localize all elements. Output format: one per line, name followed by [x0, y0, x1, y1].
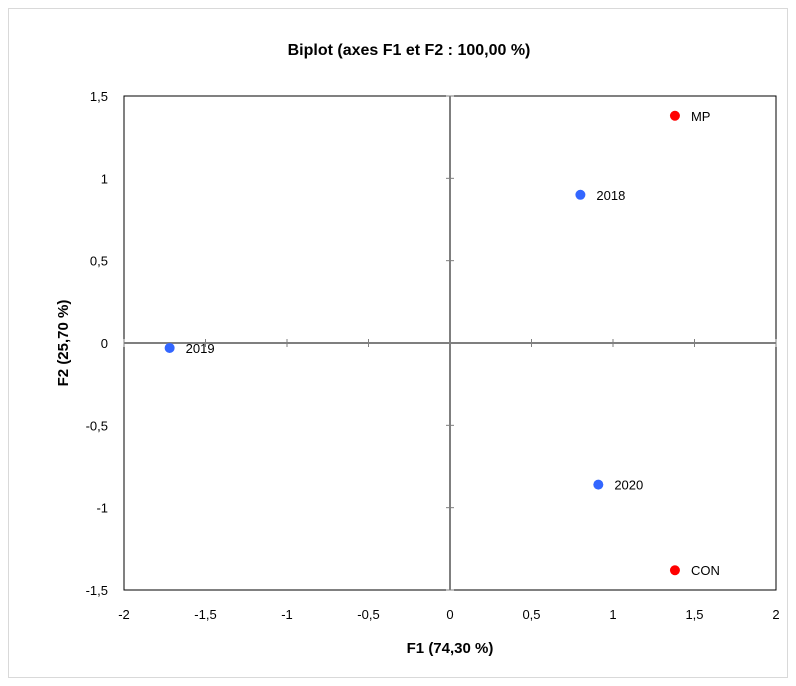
- x-tick-label: 2: [772, 607, 779, 622]
- y-tick-labels: -1,5 -1 -0,5 0 0,5 1 1,5: [86, 89, 108, 598]
- point-label: 2020: [614, 478, 643, 493]
- x-tick-label: 0: [446, 607, 453, 622]
- data-points: 2018 2019 2020 MP CON: [164, 109, 720, 578]
- data-point: [575, 189, 586, 200]
- data-point: [669, 110, 680, 121]
- y-tick-label: 1: [101, 171, 108, 186]
- axes-group: [123, 95, 777, 591]
- y-tick-label: 0,5: [90, 254, 108, 269]
- x-tick-label: -2: [118, 607, 130, 622]
- x-axis-title: F1 (74,30 %): [407, 640, 494, 657]
- chart-title: Biplot (axes F1 et F2 : 100,00 %): [288, 42, 531, 59]
- x-tick-labels: -2 -1,5 -1 -0,5 0 0,5 1 1,5 2: [118, 607, 779, 622]
- data-point: [593, 479, 604, 490]
- point-label: CON: [691, 563, 720, 578]
- point-label: 2018: [596, 188, 625, 203]
- data-point: [164, 342, 175, 353]
- x-tick-label: 1: [609, 607, 616, 622]
- point-label: MP: [691, 109, 711, 124]
- y-tick-label: 0: [101, 336, 108, 351]
- x-tick-label: 1,5: [685, 607, 703, 622]
- y-axis-title: F2 (25,70 %): [55, 300, 72, 387]
- y-tick-label: 1,5: [90, 89, 108, 104]
- y-tick-label: -1: [96, 501, 108, 516]
- data-point: [669, 565, 680, 576]
- y-tick-label: -0,5: [86, 418, 108, 433]
- x-tick-label: 0,5: [522, 607, 540, 622]
- y-tick-label: -1,5: [86, 583, 108, 598]
- x-tick-label: -1,5: [194, 607, 216, 622]
- x-tick-label: -1: [281, 607, 293, 622]
- x-tick-label: -0,5: [357, 607, 379, 622]
- point-label: 2019: [186, 341, 215, 356]
